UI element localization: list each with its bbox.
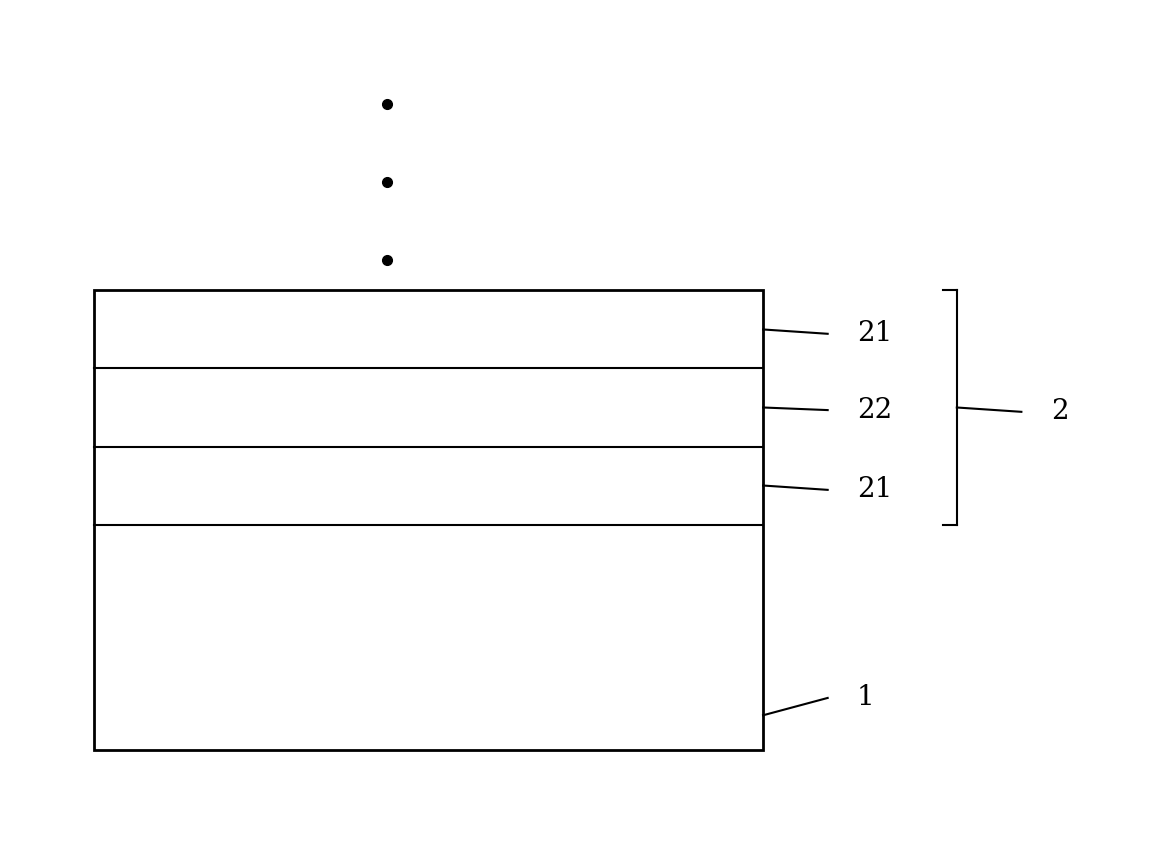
Text: 21: 21 xyxy=(857,320,892,348)
Text: 21: 21 xyxy=(857,476,892,504)
Text: 2: 2 xyxy=(1051,398,1068,426)
Bar xyxy=(94,290,763,750)
Text: 1: 1 xyxy=(857,684,875,712)
Text: 22: 22 xyxy=(857,396,892,424)
